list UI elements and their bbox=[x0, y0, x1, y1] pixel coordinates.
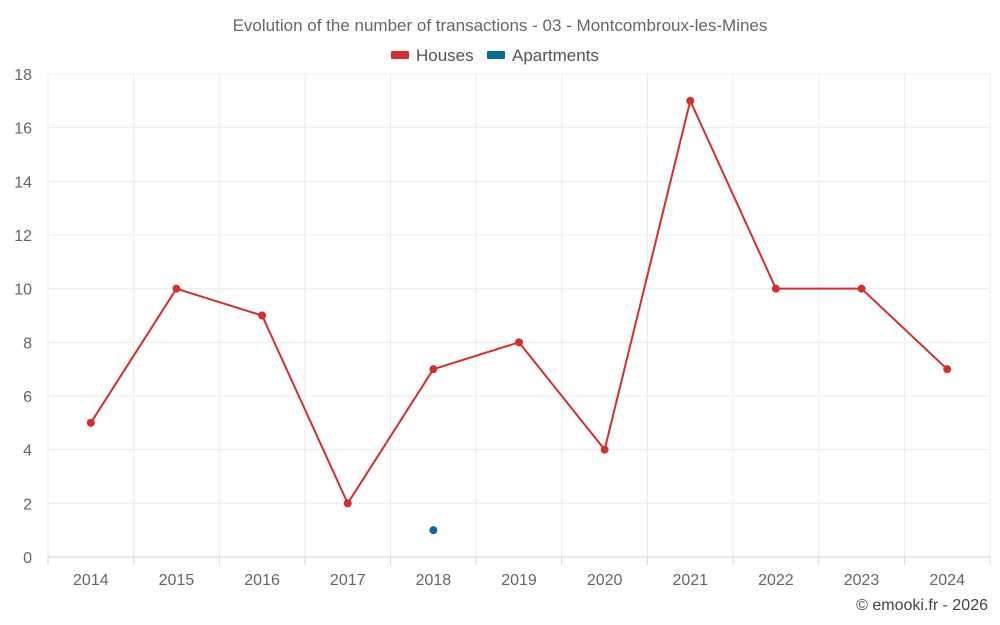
y-tick-label: 2 bbox=[23, 496, 32, 513]
y-tick-label: 12 bbox=[14, 228, 32, 245]
y-tick-label: 18 bbox=[14, 67, 32, 84]
data-point-houses-2015[interactable] bbox=[172, 284, 181, 293]
legend: Houses Apartments bbox=[391, 46, 599, 65]
x-tick-label: 2019 bbox=[501, 572, 537, 589]
data-point-houses-2024[interactable] bbox=[943, 365, 952, 374]
y-tick-label: 14 bbox=[14, 174, 32, 191]
axes bbox=[47, 556, 991, 565]
data-point-houses-2018[interactable] bbox=[429, 365, 438, 374]
y-tick-label: 4 bbox=[23, 443, 32, 460]
y-tick-label: 10 bbox=[14, 282, 32, 299]
x-axis-tick-labels: 2014 2015 2016 2017 2018 2019 2020 2021 2022 2023… bbox=[73, 572, 965, 589]
x-tick-label: 2014 bbox=[73, 572, 109, 589]
legend-swatch-houses bbox=[391, 51, 409, 59]
data-point-houses-2016[interactable] bbox=[258, 311, 267, 320]
x-tick-label: 2024 bbox=[929, 572, 965, 589]
y-tick-label: 6 bbox=[23, 389, 32, 406]
data-point-houses-2022[interactable] bbox=[771, 284, 780, 293]
x-tick-label: 2020 bbox=[587, 572, 623, 589]
data-point-houses-2019[interactable] bbox=[515, 338, 523, 347]
x-tick-label: 2017 bbox=[330, 572, 366, 589]
y-axis-tick-labels: 0 2 4 6 8 10 12 14 16 18 bbox=[14, 67, 32, 567]
legend-label-apartments: Apartments bbox=[512, 46, 599, 65]
chart-title: Evolution of the number of transactions … bbox=[233, 16, 768, 35]
series-houses bbox=[86, 96, 952, 508]
x-tick-label: 2015 bbox=[159, 572, 195, 589]
x-tick-label: 2022 bbox=[758, 572, 794, 589]
legend-item-houses[interactable]: Houses bbox=[391, 46, 474, 65]
y-tick-label: 16 bbox=[14, 121, 32, 138]
y-tick-label: 8 bbox=[23, 335, 32, 352]
data-point-houses-2017[interactable] bbox=[343, 499, 352, 508]
series-apartments bbox=[429, 526, 438, 535]
data-point-houses-2021[interactable] bbox=[686, 96, 695, 105]
data-point-houses-2020[interactable] bbox=[600, 445, 609, 454]
legend-item-apartments[interactable]: Apartments bbox=[487, 46, 599, 65]
x-tick-label: 2018 bbox=[416, 572, 452, 589]
credit-text: © emooki.fr - 2026 bbox=[856, 597, 988, 614]
data-point-houses-2014[interactable] bbox=[86, 418, 95, 427]
legend-swatch-apartments bbox=[487, 51, 505, 59]
series bbox=[86, 96, 952, 535]
data-point-houses-2023[interactable] bbox=[857, 284, 866, 293]
data-point-apartments-2018[interactable] bbox=[429, 526, 438, 535]
y-tick-label: 0 bbox=[23, 550, 32, 567]
x-tick-label: 2016 bbox=[244, 572, 280, 589]
legend-label-houses: Houses bbox=[416, 46, 474, 65]
x-tick-label: 2023 bbox=[844, 572, 880, 589]
gridlines bbox=[47, 73, 991, 557]
x-tick-label: 2021 bbox=[672, 572, 708, 589]
